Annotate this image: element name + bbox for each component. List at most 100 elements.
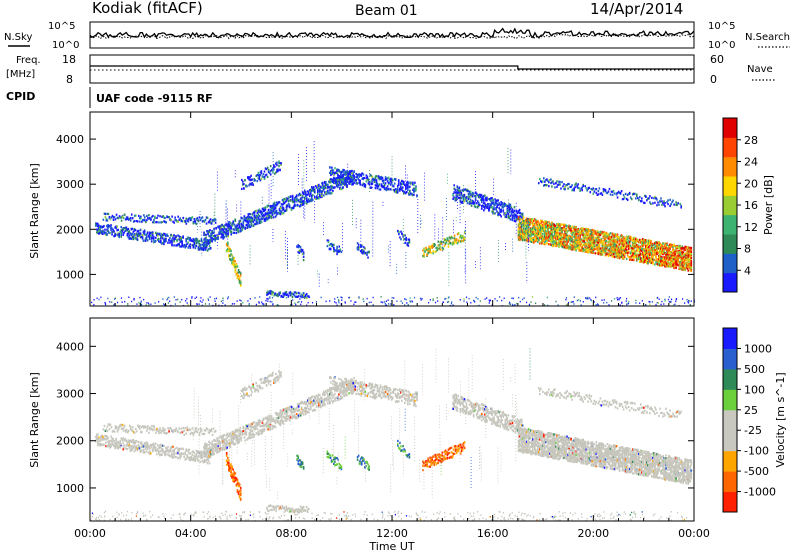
range-cell <box>269 205 272 209</box>
range-cell <box>446 238 449 241</box>
range-cell <box>201 240 204 243</box>
range-cell <box>145 237 148 241</box>
range-cell <box>611 251 614 254</box>
range-cell <box>453 196 456 199</box>
range-cell <box>165 221 167 224</box>
range-cell <box>205 246 208 249</box>
range-cell <box>110 228 112 232</box>
range-cell <box>432 243 434 246</box>
range-cell <box>405 236 408 240</box>
range-cell <box>241 187 243 191</box>
range-cell <box>525 227 528 230</box>
range-cell <box>323 186 325 190</box>
range-cell <box>584 248 587 251</box>
range-cell <box>627 239 630 242</box>
range-cell <box>257 209 260 212</box>
range-cell <box>141 235 144 238</box>
range-cell <box>163 216 165 219</box>
range-cell <box>104 228 106 231</box>
range-cell <box>518 233 521 236</box>
range-cell <box>346 176 348 179</box>
range-cell <box>158 221 160 224</box>
range-cell <box>588 240 591 243</box>
range-cell <box>651 261 653 264</box>
range-cell <box>571 233 573 236</box>
range-cell <box>407 238 410 241</box>
range-cell <box>347 172 349 176</box>
range-cell <box>524 234 527 237</box>
range-cell <box>128 217 131 221</box>
range-cell <box>246 226 249 229</box>
range-cell <box>598 246 601 249</box>
range-cell <box>591 246 594 250</box>
range-cell <box>318 186 320 190</box>
range-cell <box>254 223 257 226</box>
range-cell <box>568 236 570 240</box>
range-cell <box>586 234 589 237</box>
range-cell <box>111 227 113 230</box>
range-cell <box>521 239 524 242</box>
range-cell <box>495 201 497 204</box>
range-cell <box>126 216 129 219</box>
range-cell <box>656 249 658 252</box>
range-cell <box>332 178 334 181</box>
range-cell <box>297 244 300 247</box>
range-cell <box>164 239 166 242</box>
range-cell <box>263 177 266 181</box>
range-cell <box>374 187 377 190</box>
range-cell <box>615 233 618 236</box>
range-cell <box>273 164 275 167</box>
range-cell <box>524 230 527 233</box>
range-cell <box>649 248 651 251</box>
range-cell <box>151 231 154 234</box>
range-cell <box>494 201 496 204</box>
range-cell <box>264 167 267 170</box>
range-cell <box>565 240 567 243</box>
range-cell <box>603 232 606 235</box>
range-cell <box>300 197 303 200</box>
range-cell <box>542 237 544 240</box>
range-cell <box>464 188 467 191</box>
range-cell <box>302 291 305 295</box>
range-cell <box>599 233 602 236</box>
range-cell <box>566 242 568 245</box>
range-cell <box>127 236 130 239</box>
range-cell <box>458 196 461 200</box>
range-cell <box>136 220 139 223</box>
range-cell <box>141 220 143 223</box>
range-cell <box>348 182 350 185</box>
range-cell <box>591 228 594 232</box>
range-cell <box>614 249 617 252</box>
range-cell <box>319 189 321 192</box>
range-cell <box>587 232 590 236</box>
range-cell <box>279 206 282 210</box>
range-cell <box>617 246 620 249</box>
range-cell <box>291 194 294 198</box>
range-cell <box>580 249 583 252</box>
range-cell <box>607 254 610 258</box>
range-cell <box>161 233 163 236</box>
range-cell <box>220 232 222 236</box>
range-cell <box>118 234 120 238</box>
range-cell <box>213 228 215 231</box>
range-cell <box>477 194 480 197</box>
range-cell <box>238 280 241 283</box>
range-cell <box>599 253 602 256</box>
range-cell <box>532 227 535 230</box>
range-cell <box>271 167 274 170</box>
range-cell <box>250 217 253 220</box>
range-cell <box>581 240 584 244</box>
range-cell <box>546 223 548 227</box>
range-cell <box>466 202 469 205</box>
range-cell <box>658 247 660 250</box>
range-cell <box>283 201 286 204</box>
range-cell <box>229 258 231 261</box>
range-cell <box>641 242 643 246</box>
range-cell <box>124 229 127 233</box>
range-cell <box>555 235 557 238</box>
range-cell <box>273 207 276 211</box>
range-cell <box>548 235 550 238</box>
range-cell <box>595 238 598 241</box>
range-cell <box>500 215 502 218</box>
range-cell <box>658 243 660 247</box>
